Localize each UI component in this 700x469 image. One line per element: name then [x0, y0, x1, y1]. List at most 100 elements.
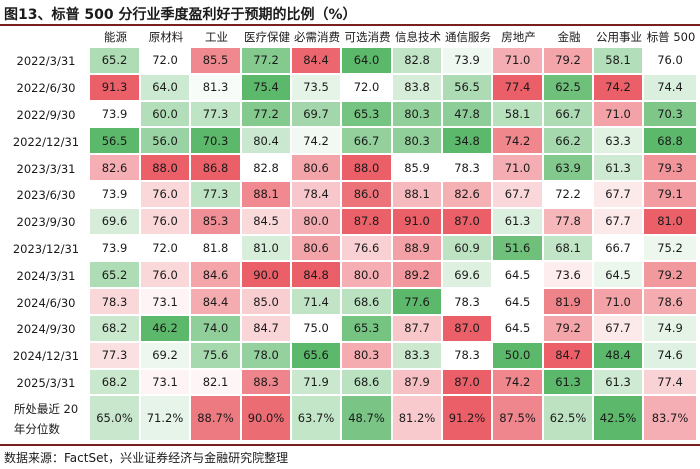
- heat-cell: 61.3: [544, 369, 594, 397]
- heat-cell: 71.4: [292, 289, 342, 316]
- heat-cell: 72.2: [544, 181, 594, 209]
- heat-cell: 66.2: [544, 128, 594, 156]
- heat-cell: 64.0: [141, 74, 191, 102]
- heat-cell: 79.2: [544, 48, 594, 75]
- heat-cell: 78.3: [443, 289, 493, 316]
- heat-cell: 47.8: [443, 101, 493, 129]
- column-header: 工业: [205, 30, 228, 44]
- heat-cell: 87.0: [443, 315, 493, 343]
- heat-cell: 74.6: [644, 342, 698, 370]
- column-header: 通信服务: [445, 30, 491, 44]
- heat-cell: 51.6: [493, 235, 544, 263]
- heat-cell: 80.3: [342, 342, 393, 370]
- heat-cell: 74.9: [644, 315, 698, 343]
- table-row: 2023/6/30 73.9 76.0 77.3 88.1 78.4 86.0 88.1 82.…: [2, 181, 698, 209]
- heat-cell: 91.0: [393, 208, 443, 236]
- column-header: 公用事业: [596, 30, 642, 44]
- row-label: 2022/9/30: [16, 107, 76, 122]
- heat-cell: 64.5: [493, 315, 544, 343]
- heat-cell: 76.0: [141, 181, 191, 209]
- table-row: 2023/9/30 69.6 76.0 85.3 84.5 80.0 87.8 91.0 87.…: [2, 208, 698, 236]
- source-note: 数据来源：FactSet，兴业证券经济与金融研究院整理: [4, 451, 289, 465]
- heat-cell: 73.9: [90, 235, 141, 263]
- column-header: 金融: [557, 30, 581, 44]
- heat-cell: 75.6: [191, 342, 242, 370]
- heat-cell: 62.5: [544, 74, 594, 102]
- heat-cell: 80.6: [292, 155, 342, 182]
- table-row: 2022/12/31 56.5 56.0 70.3 80.4 74.2 66.7 80.3 34…: [2, 128, 698, 156]
- heat-cell: 79.2: [544, 315, 594, 343]
- heat-cell: 72.0: [141, 235, 191, 263]
- heat-cell: 74.0: [191, 315, 242, 343]
- heat-cell: 73.5: [292, 74, 342, 102]
- percentile-cell: 42.5%: [594, 396, 644, 443]
- heat-cell: 81.0: [644, 208, 698, 236]
- heat-cell: 71.0: [594, 289, 644, 316]
- heat-cell: 61.3: [493, 208, 544, 236]
- heat-cell: 86.8: [191, 155, 242, 182]
- heat-cell: 73.6: [544, 262, 594, 290]
- heat-cell: 66.7: [594, 235, 644, 263]
- heat-cell: 88.0: [141, 155, 191, 182]
- heat-cell: 65.2: [90, 48, 141, 75]
- heat-cell: 60.0: [141, 101, 191, 129]
- percentile-cell: 88.7%: [191, 396, 242, 443]
- row-label: 2023/6/30: [16, 188, 76, 203]
- row-label: 2022/12/31: [12, 134, 80, 149]
- heat-cell: 75.2: [644, 235, 698, 263]
- column-header: 能源: [104, 30, 127, 44]
- percentile-label-line1: 所处最近 20: [13, 402, 79, 417]
- heat-cell: 83.8: [393, 74, 443, 102]
- heat-cell: 64.0: [342, 48, 393, 75]
- heat-cell: 68.6: [342, 369, 393, 397]
- column-header: 医疗保健: [244, 30, 290, 44]
- table-row: 2024/9/30 68.2 46.2 74.0 84.7 75.0 65.3 87.7 87.…: [2, 315, 698, 343]
- heat-cell: 71.0: [594, 101, 644, 129]
- column-header: 房地产: [501, 30, 536, 44]
- heat-cell: 80.0: [292, 208, 342, 236]
- heat-cell: 72.0: [342, 74, 393, 102]
- row-label: 2025/3/31: [16, 375, 76, 390]
- heat-cell: 73.9: [90, 101, 141, 129]
- heat-cell: 70.3: [644, 101, 698, 129]
- heat-cell: 69.6: [443, 262, 493, 290]
- heat-cell: 80.0: [342, 262, 393, 290]
- heat-cell: 84.4: [191, 289, 242, 316]
- heat-cell: 80.3: [393, 128, 443, 156]
- heat-cell: 77.6: [393, 289, 443, 316]
- heat-cell: 82.6: [90, 155, 141, 182]
- heat-cell: 84.6: [191, 262, 242, 290]
- heat-cell: 56.5: [90, 128, 141, 156]
- heat-cell: 69.6: [90, 208, 141, 236]
- heat-cell: 77.3: [191, 181, 242, 209]
- table-row: 2024/6/30 78.3 73.1 84.4 85.0 71.4 68.6 77.6 78.…: [2, 289, 698, 316]
- table-row: 2025/3/31 68.2 73.1 82.1 88.3 71.9 68.6 87.9 87.…: [2, 369, 698, 397]
- heat-cell: 72.0: [141, 48, 191, 75]
- column-header: 标普 500: [646, 30, 696, 44]
- title-rule: [0, 24, 700, 26]
- heat-cell: 68.8: [644, 128, 698, 156]
- column-header: 原材料: [148, 30, 184, 44]
- heat-cell: 65.2: [90, 262, 141, 290]
- percentile-cell: 71.2%: [141, 396, 191, 443]
- heat-cell: 87.9: [393, 369, 443, 397]
- heat-cell: 76.6: [342, 235, 393, 263]
- heat-cell: 64.5: [493, 289, 544, 316]
- heat-cell: 71.9: [292, 369, 342, 397]
- heat-cell: 34.8: [443, 128, 493, 156]
- source-rule: [0, 444, 700, 446]
- heat-cell: 74.2: [292, 128, 342, 156]
- heat-cell: 75.4: [242, 74, 292, 102]
- heat-cell: 91.3: [90, 74, 141, 102]
- heat-cell: 66.7: [544, 101, 594, 129]
- figure-title: 图13、标普 500 分行业季度盈利好于预期的比例（%）: [4, 7, 357, 23]
- heat-cell: 82.6: [443, 181, 493, 209]
- column-header: 可选消费: [344, 30, 391, 44]
- heat-cell: 88.9: [393, 235, 443, 263]
- heat-cell: 77.8: [544, 208, 594, 236]
- table-row: 2024/12/31 77.3 69.2 75.6 78.0 65.6 80.3 83.3 78…: [2, 342, 698, 370]
- heat-cell: 78.4: [292, 181, 342, 209]
- heat-cell: 71.0: [493, 155, 544, 182]
- table-row: 2022/6/30 91.3 64.0 81.3 75.4 73.5 72.0 83.8 56.…: [2, 74, 698, 102]
- heat-cell: 71.0: [493, 48, 544, 75]
